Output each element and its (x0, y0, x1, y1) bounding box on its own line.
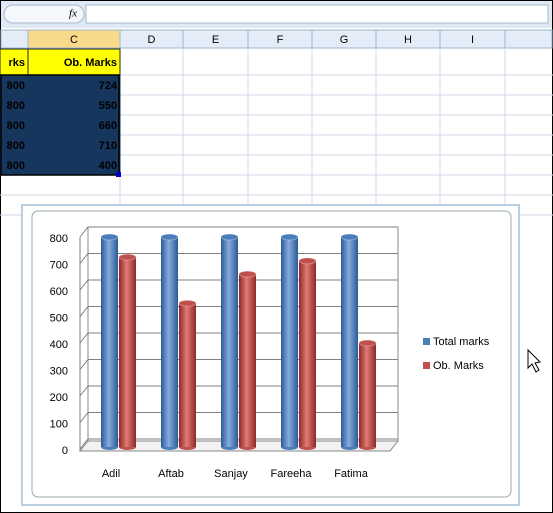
column-header-label: G (340, 34, 349, 46)
bar-cap (358, 339, 377, 347)
cell-text: 724 (99, 80, 118, 92)
y-tick-label: 300 (50, 365, 68, 377)
bar (359, 343, 376, 447)
formula-input[interactable] (85, 4, 549, 24)
cell-text: 710 (99, 140, 117, 152)
bar (341, 237, 358, 447)
y-tick-label: 200 (50, 392, 68, 404)
x-tick-label: Fareeha (271, 468, 313, 480)
y-tick-label: 100 (50, 418, 68, 430)
bar-cap (118, 253, 137, 261)
legend-swatch (423, 362, 430, 369)
bar (239, 274, 256, 447)
column-header-label: F (277, 34, 284, 46)
bar-cap (340, 233, 359, 241)
grid-line (79, 226, 398, 238)
cell-text: 800 (7, 140, 25, 152)
bar (161, 237, 178, 447)
bar-cap (178, 299, 197, 307)
cell-text: 660 (99, 120, 117, 132)
y-tick-label: 0 (62, 445, 68, 457)
bar (119, 257, 136, 447)
y-tick-label: 800 (50, 233, 68, 245)
column-header-label: H (404, 34, 412, 46)
bar (101, 237, 118, 447)
cell-text: 800 (7, 100, 25, 112)
x-tick-label: Adil (102, 468, 120, 480)
bar-cap (280, 233, 299, 241)
y-tick-label: 500 (50, 312, 68, 324)
cell-text: 800 (7, 80, 25, 92)
bar-cap (298, 257, 317, 265)
fill-handle (116, 172, 121, 177)
legend-label: Total marks (433, 336, 490, 348)
mouse-cursor (527, 348, 542, 373)
bar-cap (160, 233, 179, 241)
bar (221, 237, 238, 447)
column-header-label: C (70, 34, 78, 46)
legend-swatch (423, 338, 430, 345)
column-header-label: E (212, 34, 219, 46)
y-tick-label: 400 (50, 339, 68, 351)
bar-cap (100, 233, 119, 241)
legend-label: Ob. Marks (433, 360, 484, 372)
column-header-label: I (471, 34, 474, 46)
x-tick-label: Sanjay (214, 468, 248, 480)
bar (299, 260, 316, 447)
bar-cap (220, 233, 239, 241)
y-tick-label: 700 (50, 259, 68, 271)
bar (281, 237, 298, 447)
cell-text: 800 (7, 160, 25, 172)
x-tick-label: Aftab (158, 468, 184, 480)
header-cell-text: Ob. Marks (64, 57, 117, 69)
cell-text: 550 (99, 100, 117, 112)
header-cell[interactable] (27, 48, 121, 76)
column-header-label: D (148, 34, 156, 46)
bar (179, 303, 196, 447)
fx-label: fx (69, 8, 77, 20)
x-tick-label: Fatima (334, 468, 369, 480)
column-header[interactable] (439, 29, 506, 49)
selection-border (0, 74, 120, 176)
name-box (3, 4, 85, 24)
cell-text: 400 (99, 160, 117, 172)
header-cell-text: rks (8, 57, 25, 69)
bar-cap (238, 270, 257, 278)
y-tick-label: 600 (50, 286, 68, 298)
cell-text: 800 (7, 120, 25, 132)
